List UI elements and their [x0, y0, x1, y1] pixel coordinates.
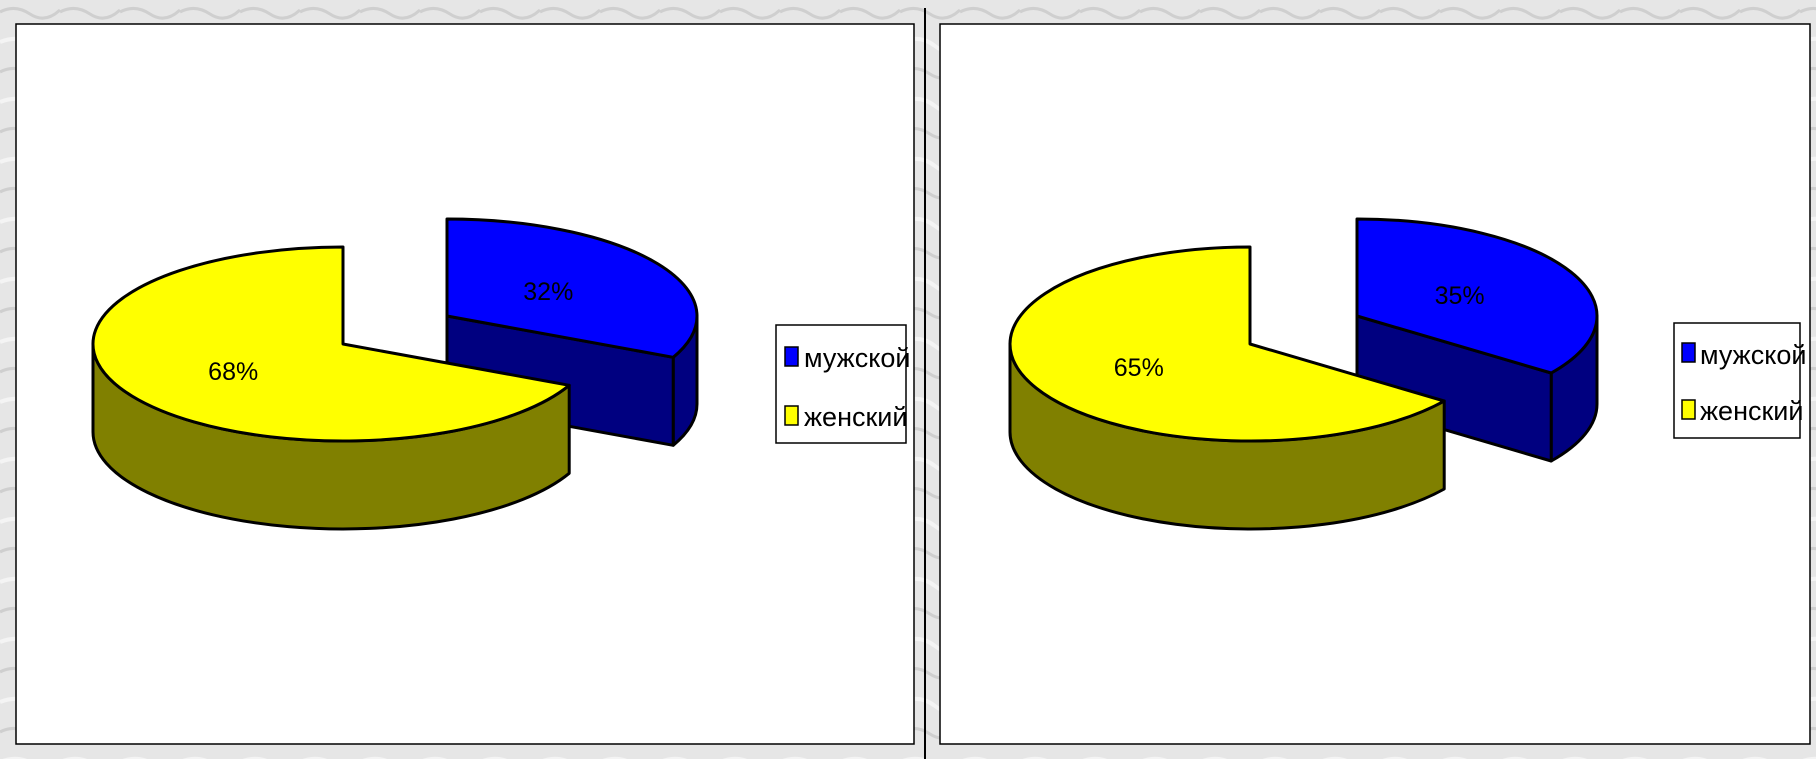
- legend: мужской женский: [775, 324, 910, 444]
- legend-swatch-female: [784, 405, 799, 426]
- legend-swatch-male: [1681, 342, 1696, 363]
- legend-label-male: мужской: [804, 343, 910, 373]
- legend-label-female: женский: [804, 402, 907, 432]
- legend: мужской женский: [1673, 322, 1806, 439]
- pie-slice-female: 65%: [1008, 245, 1446, 531]
- pie-chart-2: 35% 65% мужской женский: [939, 23, 1811, 745]
- pie-slice-female: 68%: [91, 245, 571, 531]
- pie-plot: 35% 65%: [1008, 217, 1599, 531]
- slice-data-label: 32%: [523, 278, 573, 306]
- slice-data-label: 35%: [1435, 282, 1485, 310]
- legend-swatch-female: [1681, 399, 1696, 420]
- legend-label-female: женский: [1700, 396, 1803, 426]
- slice-top-face: [91, 245, 571, 443]
- legend-swatch-male: [784, 346, 799, 367]
- slice-data-label: 68%: [208, 358, 258, 386]
- pie-chart-1: 32% 68% мужской женский: [15, 23, 915, 745]
- legend-label-male: мужской: [1700, 340, 1806, 370]
- pie-plot: 32% 68%: [91, 217, 699, 531]
- slice-top-face: [1355, 217, 1599, 375]
- slice-top-face: [445, 217, 699, 359]
- slice-data-label: 65%: [1114, 354, 1164, 382]
- slice-top-face: [1008, 245, 1446, 443]
